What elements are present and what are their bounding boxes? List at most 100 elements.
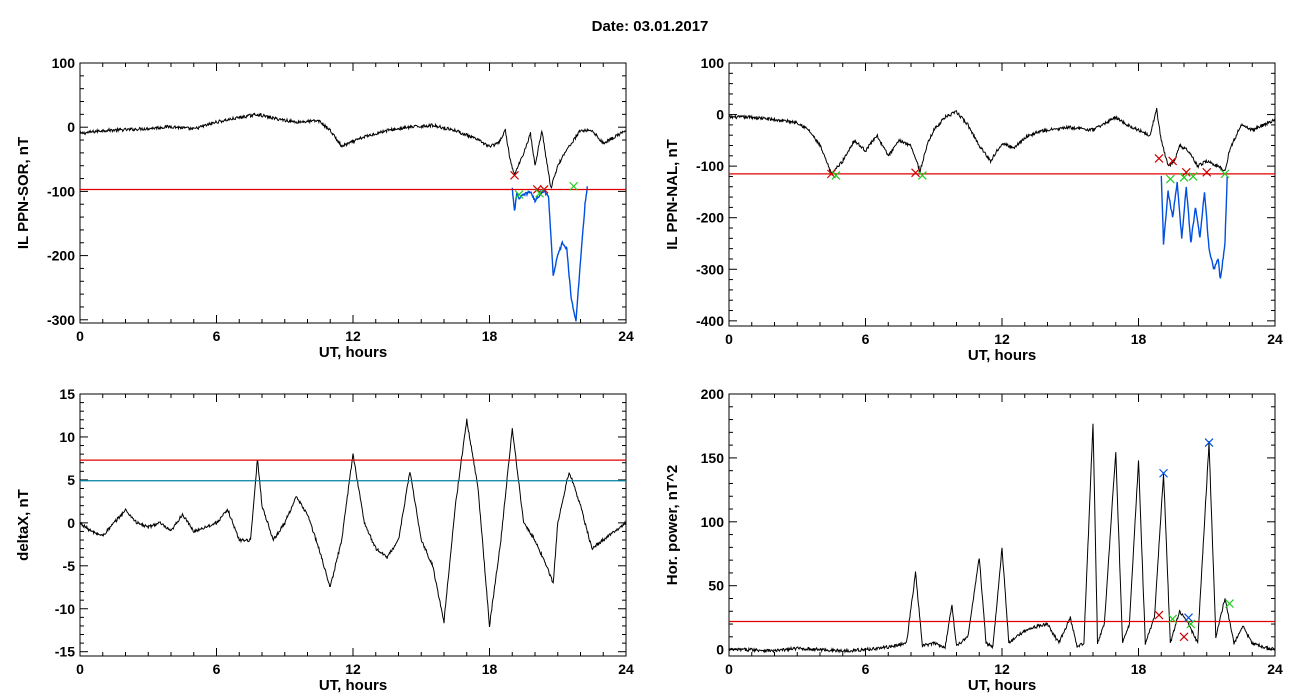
marker-stroke [826, 169, 836, 179]
chart-panel-2: 0 6 12 18 24 -400 -300 -200 -100 0 100 UT, hours IL … [664, 55, 1283, 364]
event-marker [1168, 156, 1178, 166]
x-tick-label: 24 [1267, 331, 1283, 347]
y-tick-label: 100 [701, 55, 725, 71]
y-tick-label: -100 [47, 183, 75, 199]
x-tick-label: 24 [618, 328, 634, 344]
event-marker [1181, 167, 1191, 177]
marker-stroke [1159, 468, 1168, 478]
y-tick-label: -200 [696, 210, 724, 226]
y-tick-label: 0 [67, 515, 75, 531]
event-marker [510, 170, 519, 180]
y-tick-label: 0 [716, 107, 724, 123]
y-tick-label: 150 [701, 450, 725, 466]
event-marker [1202, 167, 1212, 177]
marker-stroke [1204, 438, 1214, 447]
plot-area [80, 112, 626, 322]
x-tick-label: 24 [618, 661, 634, 677]
event-marker [1204, 438, 1214, 447]
series-line [80, 418, 626, 627]
y-tick-label: 0 [716, 642, 724, 658]
x-tick-label: 18 [482, 661, 498, 677]
chart-panel-3: 0 6 12 18 24 -15 -10 -5 0 5 10 15 UT, hours deltaX, n… [15, 386, 634, 694]
marker-stroke [1184, 613, 1193, 623]
event-marker [1179, 632, 1189, 642]
series-line [511, 186, 588, 322]
marker-stroke [535, 188, 544, 198]
marker-stroke [1154, 610, 1164, 620]
event-marker [1186, 619, 1196, 629]
y-tick-label: 0 [67, 119, 75, 135]
event-marker [514, 190, 524, 200]
y-tick-label: 10 [59, 429, 75, 445]
marker-stroke [532, 185, 542, 194]
x-tick-label: 0 [725, 661, 733, 677]
chart-panel-1: 0 6 12 18 24 -300 -200 -100 0 100 UT, hours IL PPN-… [15, 55, 634, 361]
series-line [80, 112, 626, 189]
y-tick-label: 100 [701, 514, 725, 530]
x-tick-label: 12 [994, 331, 1010, 347]
x-tick-label: 18 [1131, 331, 1147, 347]
series-line [729, 107, 1275, 176]
event-marker [911, 168, 920, 178]
marker-stroke [917, 170, 927, 180]
y-axis-label: IL PPN-SOR, nT [15, 137, 32, 249]
marker-stroke [1168, 614, 1178, 624]
event-marker [1168, 614, 1178, 624]
y-tick-label: -300 [696, 261, 724, 277]
y-tick-label: 200 [701, 386, 725, 402]
plot-area [729, 423, 1275, 654]
event-marker [1188, 172, 1198, 181]
plot-frame [728, 393, 1276, 657]
y-tick-label: -100 [696, 158, 724, 174]
y-tick-label: 100 [52, 55, 76, 71]
event-marker [1154, 153, 1164, 163]
y-tick-label: 15 [59, 386, 75, 402]
x-axis-label: UT, hours [319, 677, 387, 694]
event-marker [1159, 468, 1168, 478]
event-marker [1154, 610, 1164, 620]
event-marker [1225, 599, 1234, 609]
y-tick-label: 50 [708, 578, 724, 594]
y-tick-label: -15 [55, 644, 75, 660]
event-marker [1220, 169, 1230, 179]
y-tick-label: -300 [47, 312, 75, 328]
marker-stroke [1168, 156, 1178, 166]
y-tick-label: -200 [47, 248, 75, 264]
x-tick-label: 6 [213, 328, 221, 344]
event-marker [1165, 174, 1175, 184]
plot-frame [728, 62, 1276, 327]
y-tick-label: -10 [55, 601, 75, 617]
marker-stroke [911, 168, 920, 178]
x-tick-label: 6 [862, 331, 870, 347]
y-tick-label: -5 [63, 558, 76, 574]
series-line [729, 423, 1275, 654]
event-marker [535, 188, 544, 198]
marker-stroke [1165, 174, 1175, 184]
marker-stroke [1220, 169, 1230, 179]
y-axis-label: IL PPN-NAL, nT [664, 139, 681, 250]
marker-stroke [1202, 167, 1212, 177]
series-line [1160, 175, 1228, 279]
x-tick-label: 6 [862, 661, 870, 677]
x-axis-label: UT, hours [319, 344, 387, 361]
event-marker [569, 181, 579, 191]
marker-stroke [514, 190, 524, 200]
event-marker [917, 170, 927, 180]
plot-area [80, 418, 626, 627]
marker-stroke [569, 181, 579, 191]
marker-stroke [1154, 153, 1164, 163]
marker-stroke [1179, 632, 1189, 642]
marker-stroke [1181, 167, 1191, 177]
event-marker [831, 170, 841, 180]
marker-stroke [1225, 599, 1234, 609]
y-tick-label: 5 [67, 472, 75, 488]
marker-stroke [510, 170, 519, 180]
y-axis-label: deltaX, nT [15, 489, 32, 561]
y-tick-label: -400 [696, 313, 724, 329]
x-tick-label: 0 [725, 331, 733, 347]
x-tick-label: 12 [345, 328, 361, 344]
marker-stroke [1186, 619, 1196, 629]
x-tick-label: 24 [1267, 661, 1283, 677]
x-tick-label: 12 [345, 661, 361, 677]
